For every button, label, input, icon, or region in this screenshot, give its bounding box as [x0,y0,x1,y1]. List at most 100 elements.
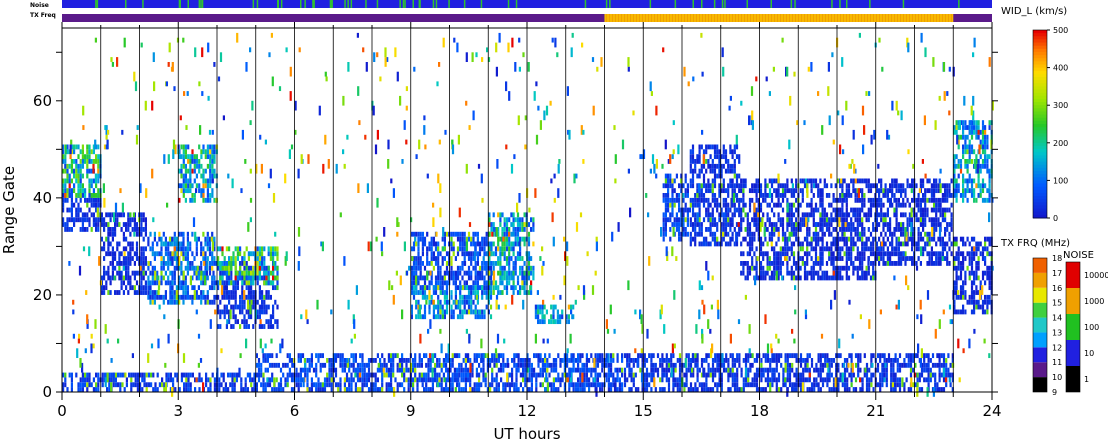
echo-cell [821,251,824,257]
echo-cell [321,382,324,388]
echo-cell [191,197,194,203]
echo-cell [694,222,697,227]
echo-cell [453,372,456,378]
echo-cell [92,212,95,218]
echo-cell [167,280,170,286]
echo-cell [489,265,493,271]
echo-cell [900,188,903,194]
txfreq-tick [739,14,741,22]
echo-cell [684,178,687,184]
echo-cell [200,173,203,179]
echo-cell [924,197,927,203]
echo-cell [755,270,758,276]
echo-cell [434,285,438,291]
echo-cell [410,275,413,281]
echo-cell [200,246,203,252]
echo-cell [279,387,283,392]
echo-cell [836,246,840,252]
echo-cell [350,377,353,383]
echo-cell [390,362,393,368]
echo-cell [276,285,279,291]
echo-cell [900,227,903,232]
echo-cell [497,212,500,218]
echo-cell [988,173,991,179]
echo-cell [964,159,967,164]
echo-cell [116,217,119,223]
echo-cell [906,183,909,189]
echo-cell [467,358,470,363]
echo-cell [748,222,752,227]
echo-cell [79,168,82,174]
echo-cell [861,241,864,247]
echo-cell [450,304,453,310]
echo-cell [420,362,423,368]
echo-cell [482,362,485,368]
echo-cell [206,178,209,184]
echo-cell [459,231,462,237]
echo-cell [902,241,905,247]
echo-cell [211,144,214,150]
echo-cell [228,261,231,266]
echo-cell [621,353,624,359]
echo-cell [786,178,789,184]
echo-cell [140,222,143,227]
echo-cell [483,236,486,242]
echo-cell [275,353,278,359]
echo-cell [467,275,471,281]
echo-cell [973,125,976,130]
echo-cell [691,222,695,227]
echo-cell [950,227,953,232]
echo-cell [505,280,509,286]
echo-cell [70,212,73,218]
echo-cell [850,178,853,184]
echo-cell [92,202,95,208]
echo-cell [959,168,963,174]
echo-cell [535,353,538,359]
echo-cell [981,309,985,315]
echo-cell [852,261,855,266]
echo-cell [530,256,533,261]
echo-cell [594,367,597,373]
echo-cell [114,256,117,261]
echo-cell [135,270,139,276]
echo-cell [773,231,776,237]
echo-cell [839,236,842,242]
echo-cell [77,183,80,189]
echo-cell [131,285,134,291]
echo-cell [612,358,615,363]
echo-cell [483,275,486,281]
echo-cell [180,265,183,271]
echo-cell [548,362,551,368]
echo-cell [970,309,974,315]
echo-cell [705,241,708,247]
echo-cell [863,197,866,203]
echo-cell [686,207,689,213]
txfreq-tick [727,14,729,22]
echo-cell [711,188,714,194]
echo-cell [612,353,615,359]
echo-cell [73,159,76,164]
echo-cell [427,377,430,383]
echo-cell [452,299,455,305]
echo-cell [495,372,498,378]
echo-cell [250,251,253,257]
echo-cell [539,367,542,373]
echo-cell [556,314,559,320]
echo-cell [144,227,147,232]
echo-cell [948,246,951,252]
echo-cell [702,197,706,203]
echo-cell [762,256,765,261]
echo-cell [501,212,504,218]
echo-cell [334,367,338,373]
echo-cell [711,197,714,203]
echo-cell [614,377,617,383]
echo-cell [261,261,264,266]
echo-cell [430,251,433,257]
txfreq-tick [646,14,648,22]
noise-strip-spike [463,0,466,8]
echo-cell [182,285,185,291]
echo-cell [924,212,927,218]
echo-cell [523,227,526,232]
echo-cell [265,265,268,271]
echo-cell [878,256,881,261]
